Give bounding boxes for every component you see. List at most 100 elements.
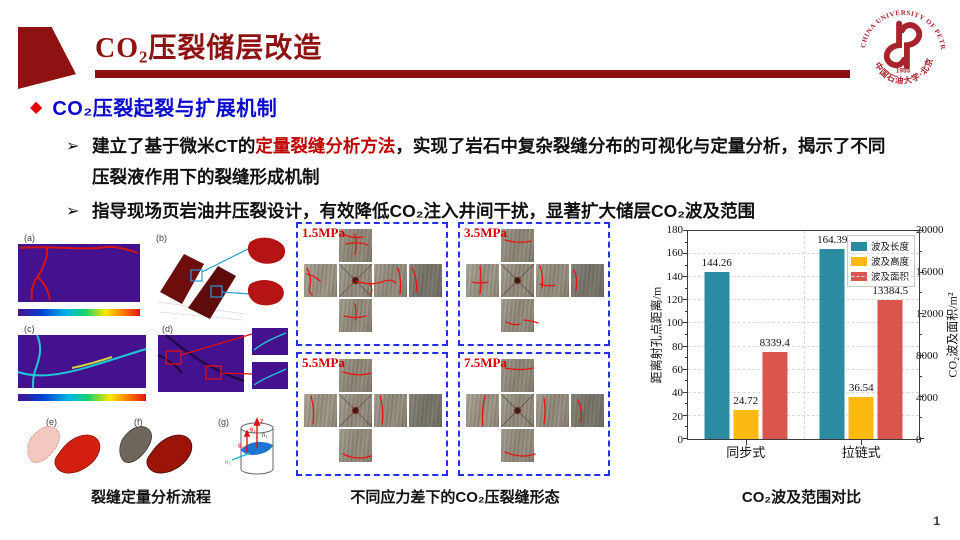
right-major-tick <box>919 230 924 231</box>
legend-swatch <box>850 241 867 251</box>
right-minor-tick <box>919 417 922 419</box>
category-label: 拉链式 <box>841 445 881 460</box>
bar-波及高度: 36.54 <box>848 382 874 439</box>
left-minor-tick <box>685 403 688 405</box>
chart-plot-area: 距离射孔点距离/m CO₂波及面积/m² 波及长度 波及高度 波及面积 144.26… <box>650 230 960 460</box>
right-tick-label: 0 <box>916 434 922 446</box>
left-tick-label: 100 <box>666 317 684 330</box>
left-minor-tick <box>685 264 688 266</box>
logo-year: 1953 <box>896 68 911 75</box>
legend-label: 波及长度 <box>870 243 909 253</box>
panel-label-g: (g) <box>218 417 229 427</box>
left-tick-label: 120 <box>666 294 684 307</box>
arrow-bullet-icon: ➢ <box>66 138 80 155</box>
panel-g-label-z: z <box>260 418 264 425</box>
left-major-tick <box>683 345 688 347</box>
rock-face <box>374 394 407 427</box>
left-major-tick <box>683 253 688 255</box>
rock-face <box>339 359 372 392</box>
panel-d-fractures <box>157 334 245 382</box>
panel-g-label-n2: n₂ <box>225 460 231 466</box>
panel-g-label-theta2: θ₂ <box>238 444 244 450</box>
left-minor-tick <box>685 426 688 428</box>
rock-face <box>501 229 534 262</box>
bar-group: 144.26 24.72 8339.4 <box>702 231 790 439</box>
right-major-tick <box>919 438 924 439</box>
panel-d-inset-1-fracture <box>253 332 287 351</box>
panel-g-fracture-plane <box>241 441 273 455</box>
panel-g-z-axis <box>243 417 261 452</box>
bar-波及长度: 144.26 <box>702 257 732 439</box>
chart-legend: 波及长度波及高度 波及面积 <box>846 235 915 287</box>
pressure-label: 5.5MPa <box>302 355 345 370</box>
legend-item: 波及面积 <box>850 269 909 283</box>
section-heading: ◆ CO₂压裂起裂与扩展机制 <box>30 92 277 121</box>
left-major-tick <box>683 438 688 439</box>
pressure-panel-4: 7.5MPa <box>458 352 610 476</box>
panel-d-zoom-boxes <box>165 333 253 380</box>
panel-b-surface-2 <box>188 266 236 319</box>
panel-g-label-n1: n₁ <box>262 433 267 439</box>
left-minor-tick <box>685 310 688 312</box>
right-tick-label: 16000 <box>916 266 944 278</box>
panel-b-inset-2 <box>247 279 284 306</box>
left-major-tick <box>683 230 688 231</box>
right-major-tick <box>919 271 924 273</box>
bullet-1-text: 建立了基于微米CT的定量裂缝分析方法，实现了岩石中复杂裂缝分布的可视化与定量分析… <box>92 131 900 193</box>
left-tick-label: 80 <box>672 340 683 353</box>
rock-face <box>409 264 442 297</box>
rock-face <box>501 299 534 332</box>
legend-swatch <box>850 256 867 266</box>
bar-value-label: 36.54 <box>848 381 874 394</box>
legend-label: 波及高度 <box>870 258 909 268</box>
right-minor-tick <box>919 375 922 377</box>
page-title: CO₂压裂储层改造 <box>95 33 323 64</box>
panel-g-label-theta1: θ₁ <box>250 428 255 434</box>
panel-label-c: (c) <box>24 324 35 334</box>
left-major-tick <box>683 299 688 301</box>
caption-middle-figure: 不同应力差下的CO₂压裂缝形态 <box>350 489 560 506</box>
left-minor-tick <box>685 380 688 382</box>
caption-right-figure: CO₂波及范围对比 <box>741 489 862 506</box>
right-major-tick <box>919 354 924 356</box>
left-tick-label: 0 <box>677 434 684 446</box>
rock-face <box>536 394 569 427</box>
panel-a-colorbar <box>18 309 140 316</box>
left-axis-tick-labels: 0 20 40 60 80 100 120 140 160 180 <box>653 224 685 446</box>
panel-b-inset-1 <box>247 237 286 264</box>
left-minor-tick <box>685 241 688 243</box>
x-axis-tick <box>745 439 747 445</box>
right-major-tick <box>919 313 924 315</box>
left-minor-tick <box>685 287 688 289</box>
section-heading-text: CO₂压裂起裂与扩展机制 <box>52 98 278 120</box>
logo-emblem <box>883 20 923 70</box>
right-minor-tick <box>919 292 922 294</box>
rock-face <box>501 429 534 462</box>
bullet-1: ➢ 建立了基于微米CT的定量裂缝分析方法，实现了岩石中复杂裂缝分布的可视化与定量… <box>66 131 900 193</box>
panel-label-f: (f) <box>134 417 143 427</box>
bar-波及面积: 13384.5 <box>872 285 908 439</box>
bar-波及长度: 164.39 <box>817 234 847 439</box>
left-tick-label: 20 <box>672 410 683 423</box>
rock-face <box>571 394 604 427</box>
panel-f-mesh-1 <box>119 426 152 463</box>
bar-chart: 0 20 40 60 80 100 120 140 160 180 0 4000 8000 12000 1… <box>645 220 960 476</box>
right-tick-label: 12000 <box>916 308 944 320</box>
panel-d-inset-2-fracture <box>253 368 287 386</box>
pressure-panel-2: 3.5MPa <box>458 222 610 346</box>
bullet-1-post: ，实现了岩石中复杂裂缝分布的可视化与定量分析，揭示了不同压裂液作用下的裂缝形成机… <box>92 136 886 187</box>
title-underline-bar <box>95 70 850 78</box>
left-major-tick <box>683 368 688 370</box>
panel-label-b: (b) <box>156 233 167 243</box>
panel-label-a: (a) <box>24 233 35 243</box>
panel-e-mesh-2 <box>54 434 101 474</box>
bullet-1-pre: 建立了基于微米CT的 <box>92 136 256 156</box>
bar-value-label: 144.26 <box>701 257 732 270</box>
fracture-traces <box>306 233 418 321</box>
fracture-traces <box>310 371 384 459</box>
panel-a-block <box>18 244 140 302</box>
bar-波及面积: 8339.4 <box>760 337 790 439</box>
bar-value-label: 164.39 <box>817 234 848 247</box>
rock-face <box>466 264 499 297</box>
